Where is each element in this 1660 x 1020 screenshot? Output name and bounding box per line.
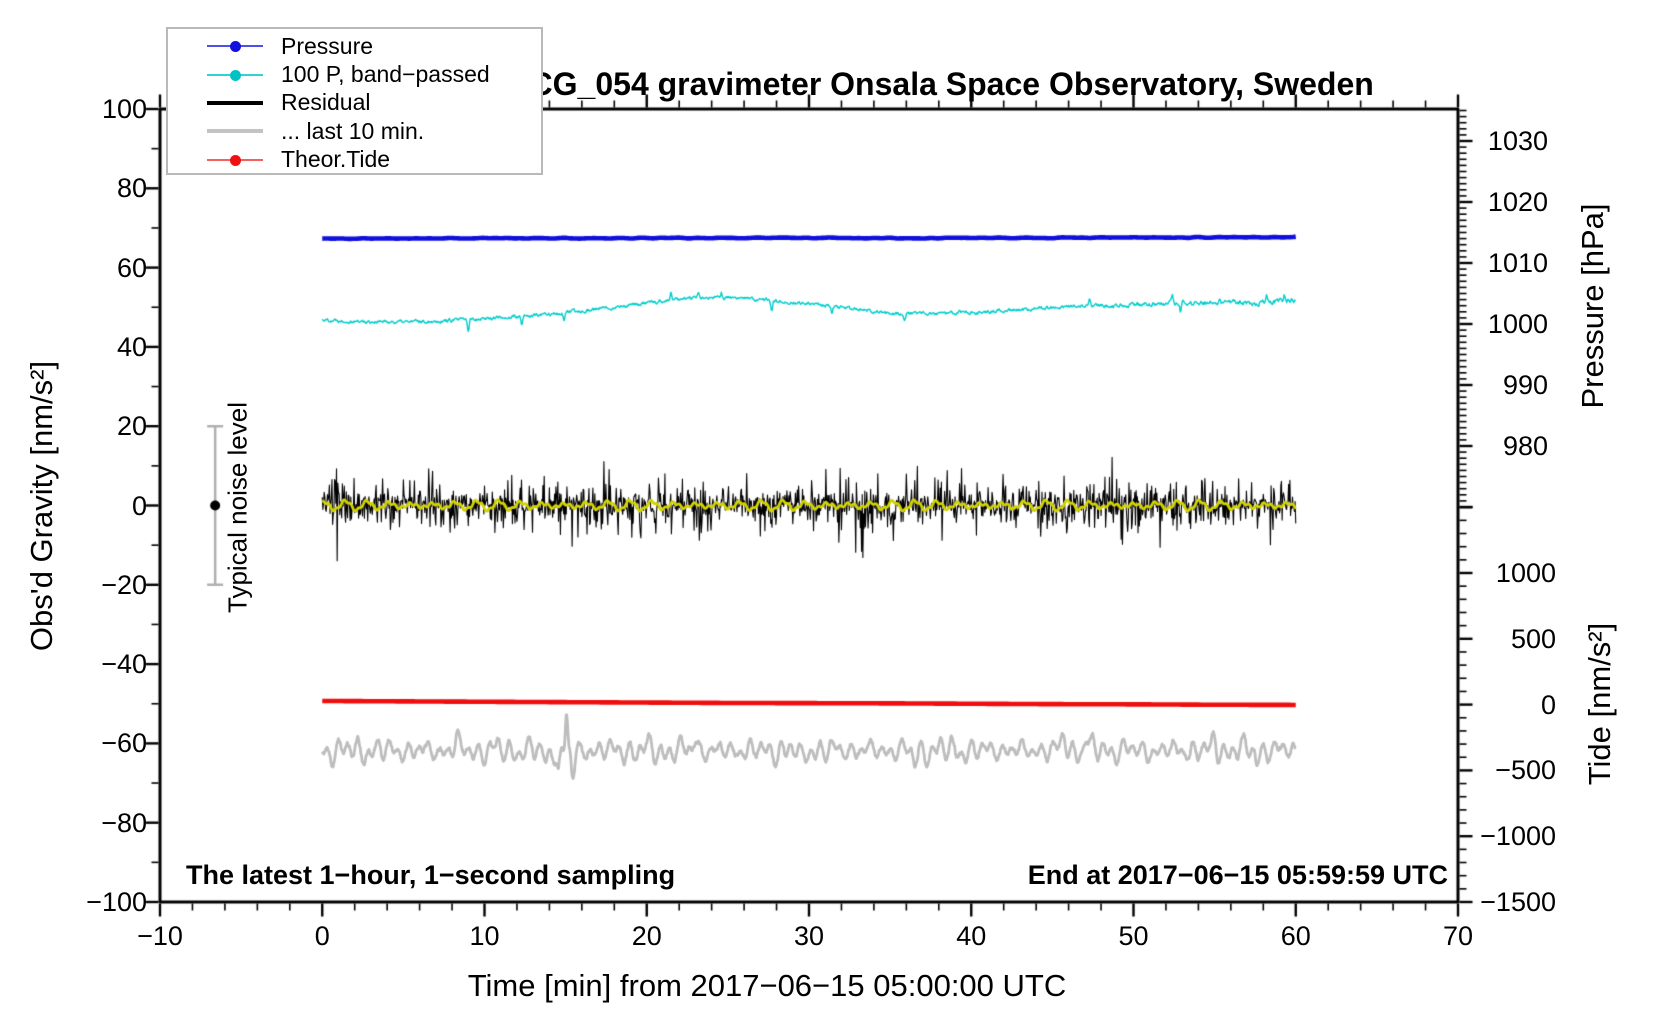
legend-label: ... last 10 min. [281, 117, 425, 144]
tide-tick-label: 500 [1510, 623, 1556, 654]
annotation-sampling: The latest 1−hour, 1−second sampling [186, 860, 676, 890]
gravity-tick-label: 40 [116, 331, 147, 362]
legend-swatch-band-passed [207, 69, 263, 81]
tide-tick-label: 1000 [1495, 558, 1556, 588]
legend-dot-icon [230, 41, 241, 53]
legend-swatch-theor-tide [207, 154, 263, 166]
legend-item-band-passed: 100 P, band−passed [168, 60, 541, 88]
x-tick-label: 20 [631, 921, 662, 951]
x-tick-label: 30 [793, 921, 825, 951]
x-tick-label: 10 [469, 921, 500, 951]
legend-label: Residual [281, 89, 371, 116]
chart-title: SCG_054 gravimeter Onsala Space Observat… [508, 66, 1374, 102]
gravity-tick-label: −60 [101, 728, 147, 759]
legend-swatch-last10 [207, 125, 263, 137]
pressure-tick-label: 980 [1502, 431, 1548, 461]
annotation-end-time: End at 2017−06−15 05:59:59 UTC [1027, 860, 1448, 890]
legend-dot-icon [230, 154, 241, 166]
tide-tick-label: −1500 [1480, 887, 1556, 917]
legend: Pressure 100 P, band−passed Residual ...… [166, 27, 543, 175]
pressure-tick-label: 990 [1502, 370, 1548, 400]
x-tick-label: 40 [956, 921, 987, 951]
gravity-tick-label: −40 [101, 649, 147, 680]
gravity-tick-label: 80 [116, 173, 147, 204]
x-tick-label: 50 [1118, 921, 1149, 951]
y-axis-tide-title: Tide [nm/s²] [1582, 622, 1617, 786]
x-tick-label: 0 [314, 921, 330, 951]
y-axis-pressure-title: Pressure [hPa] [1575, 203, 1610, 409]
legend-swatch-pressure [207, 40, 263, 53]
pressure-tick-label: 1020 [1487, 187, 1548, 217]
legend-item-theor-tide: Theor.Tide [168, 146, 541, 174]
gravity-tick-label: −100 [86, 887, 147, 917]
pressure-tick-label: 1000 [1487, 309, 1548, 339]
tide-tick-label: 0 [1540, 689, 1556, 720]
gravity-tick-label: 0 [131, 490, 147, 521]
x-tick-label: 70 [1442, 921, 1474, 951]
x-axis-title: Time [min] from 2017−06−15 05:00:00 UTC [467, 968, 1067, 1003]
tide-tick-label: −1000 [1480, 821, 1556, 852]
legend-label: 100 P, band−passed [281, 61, 490, 88]
legend-dot-icon [230, 69, 241, 81]
legend-label: Theor.Tide [281, 146, 391, 173]
gravity-tick-label: 20 [116, 411, 147, 442]
gravity-tick-label: −80 [101, 807, 147, 838]
x-tick-label: 60 [1280, 921, 1311, 951]
gravity-tick-label: 60 [116, 252, 147, 283]
gravity-tick-label: −20 [101, 569, 147, 600]
tide-tick-label: −500 [1495, 755, 1556, 786]
legend-swatch-residual [207, 97, 263, 109]
x-tick-label: −10 [137, 921, 183, 951]
pressure-tick-label: 1010 [1487, 248, 1548, 278]
legend-item-pressure: Pressure [168, 32, 541, 60]
legend-item-residual: Residual [168, 89, 541, 117]
noise-level-label: Typical noise level [222, 402, 253, 613]
legend-item-last10: ... last 10 min. [168, 117, 541, 145]
pressure-tick-label: 1030 [1487, 126, 1548, 156]
legend-label: Pressure [281, 32, 374, 59]
y-axis-gravity-title: Obs'd Gravity [nm/s²] [24, 360, 59, 652]
gravity-tick-label: 100 [101, 94, 147, 124]
